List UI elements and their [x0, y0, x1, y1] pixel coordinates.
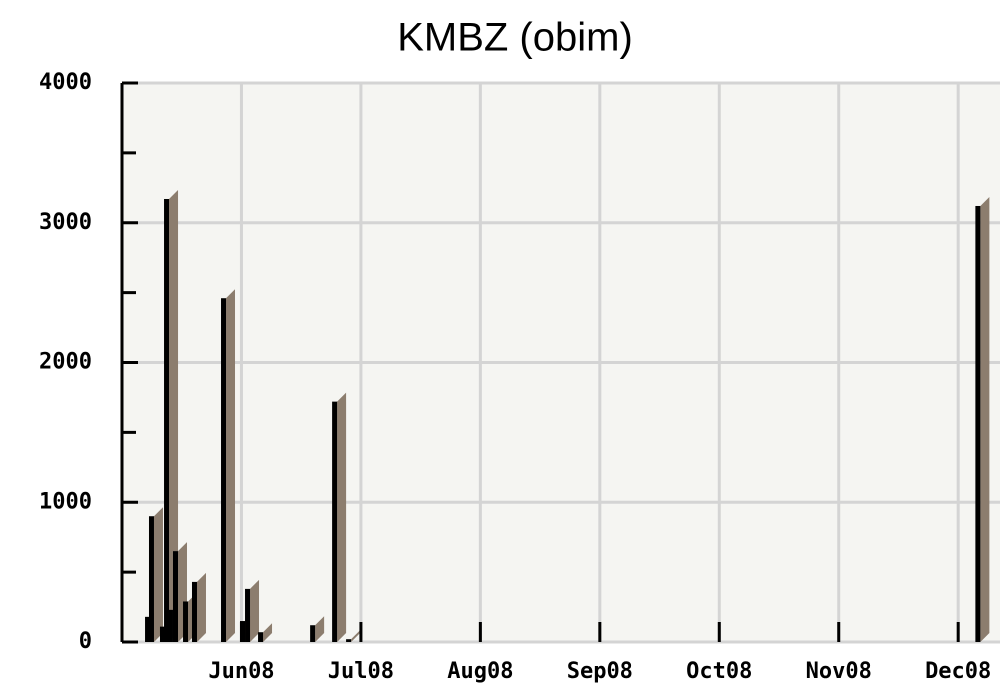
- bar: [164, 198, 170, 642]
- bar: [258, 632, 264, 642]
- bar-side: [169, 189, 179, 642]
- bar-side: [250, 579, 260, 642]
- bar: [332, 401, 338, 642]
- chart-title: KMBZ (obim): [397, 16, 633, 60]
- bar-side: [337, 392, 347, 642]
- bar: [191, 581, 197, 642]
- bar-side: [263, 623, 273, 642]
- x-tick-label: Aug08: [447, 659, 513, 684]
- x-tick-label: Dec08: [925, 659, 991, 684]
- bar: [159, 626, 165, 642]
- bar: [167, 609, 173, 642]
- bar-side: [980, 196, 990, 643]
- bar-side: [196, 572, 206, 642]
- y-tick-label: 4000: [39, 70, 92, 95]
- bar-side: [226, 289, 236, 642]
- bar-side: [351, 630, 361, 642]
- x-tick-label: Sep08: [567, 659, 633, 684]
- bar: [183, 601, 189, 642]
- bar: [310, 625, 316, 642]
- y-tick-label: 3000: [39, 210, 92, 235]
- bar: [221, 298, 227, 642]
- bar: [346, 639, 352, 642]
- bar: [172, 551, 178, 642]
- x-tick-label: Jun08: [208, 659, 274, 684]
- bar-side: [315, 616, 325, 642]
- y-tick-label: 1000: [39, 489, 92, 514]
- y-tick-label: 2000: [39, 350, 92, 375]
- bar: [975, 205, 981, 643]
- bar: [145, 616, 151, 642]
- x-tick-label: Jul08: [328, 659, 394, 684]
- bar: [245, 588, 251, 642]
- bar: [148, 516, 154, 642]
- x-tick-label: Nov08: [806, 659, 872, 684]
- x-tick-label: Oct08: [686, 659, 752, 684]
- y-tick-label: 0: [79, 629, 92, 654]
- bar-side: [153, 507, 163, 642]
